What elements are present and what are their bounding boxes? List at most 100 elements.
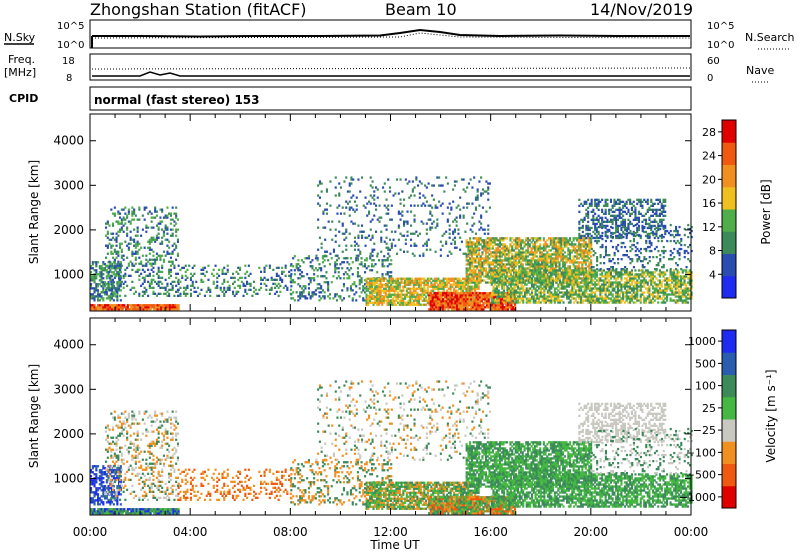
range-time-cell — [424, 242, 427, 245]
range-time-cell — [502, 297, 505, 300]
range-time-cell — [551, 237, 554, 240]
range-time-cell — [486, 243, 489, 246]
range-time-cell — [525, 291, 528, 294]
range-time-cell — [511, 287, 514, 290]
range-time-cell — [133, 244, 136, 247]
range-time-cell — [166, 244, 169, 247]
range-time-cell — [566, 285, 569, 288]
range-time-cell — [279, 276, 282, 279]
range-time-cell — [521, 241, 524, 244]
range-time-cell — [532, 295, 535, 298]
range-time-cell — [97, 293, 100, 296]
range-time-cell — [567, 253, 570, 256]
range-time-cell — [90, 308, 93, 311]
nsky-label: N.Sky — [4, 31, 36, 44]
range-time-cell — [542, 245, 545, 248]
range-time-cell — [490, 269, 493, 272]
range-time-cell — [548, 261, 551, 264]
range-time-cell — [320, 246, 323, 249]
range-time-cell — [138, 208, 141, 211]
range-time-cell — [349, 287, 352, 290]
range-time-cell — [90, 271, 93, 274]
range-time-cell — [536, 295, 539, 298]
range-time-cell — [126, 214, 129, 217]
range-time-cell — [327, 259, 330, 262]
range-time-cell — [534, 283, 537, 286]
range-time-cell — [484, 239, 487, 242]
range-time-cell — [357, 178, 360, 181]
range-time-cell — [90, 306, 93, 309]
range-time-cell — [536, 297, 539, 300]
range-time-cell — [426, 281, 429, 284]
range-time-cell — [549, 265, 552, 268]
range-time-cell — [560, 241, 563, 244]
range-time-cell — [485, 296, 488, 299]
range-time-cell — [522, 299, 525, 302]
range-time-cell — [555, 277, 558, 280]
range-time-cell — [466, 186, 469, 189]
range-time-cell — [124, 280, 127, 283]
range-time-cell — [527, 289, 530, 292]
range-time-cell — [385, 273, 388, 276]
range-time-cell — [471, 230, 474, 233]
range-time-cell — [562, 255, 565, 258]
range-time-cell — [348, 263, 351, 266]
range-time-cell — [580, 293, 583, 296]
range-time-cell — [555, 269, 558, 272]
range-time-cell — [530, 259, 533, 262]
range-time-cell — [401, 190, 404, 193]
range-time-cell — [527, 261, 530, 264]
range-time-cell — [293, 299, 296, 302]
range-time-cell — [316, 283, 319, 286]
range-time-cell — [400, 299, 403, 302]
range-time-cell — [560, 275, 563, 278]
range-time-cell — [379, 299, 382, 302]
range-time-cell — [499, 275, 502, 278]
range-time-cell — [578, 291, 581, 294]
range-time-cell — [361, 236, 364, 239]
range-time-cell — [118, 304, 121, 307]
range-time-cell — [98, 273, 101, 276]
range-time-cell — [226, 286, 229, 289]
range-time-cell — [235, 290, 238, 293]
range-time-cell — [324, 250, 327, 253]
range-time-cell — [346, 257, 349, 260]
range-time-cell — [152, 270, 155, 273]
range-time-cell — [583, 259, 586, 262]
range-time-cell — [365, 299, 368, 302]
range-time-cell — [390, 242, 393, 245]
range-time-cell — [498, 237, 501, 240]
range-time-cell — [370, 287, 373, 290]
range-time-cell — [148, 238, 151, 241]
range-time-cell — [513, 267, 516, 270]
range-time-cell — [534, 259, 537, 262]
range-time-cell — [585, 287, 588, 290]
range-time-cell — [491, 271, 494, 274]
range-time-cell — [475, 296, 478, 299]
range-time-cell — [468, 279, 471, 282]
range-time-cell — [338, 194, 341, 197]
range-time-cell — [534, 247, 537, 250]
range-time-cell — [111, 291, 114, 294]
range-time-cell — [576, 269, 579, 272]
range-time-cell — [297, 259, 300, 262]
range-time-cell — [465, 281, 468, 284]
range-time-cell — [413, 204, 416, 207]
range-time-cell — [470, 257, 473, 260]
range-time-cell — [544, 253, 547, 256]
range-time-cell — [580, 287, 583, 290]
range-time-cell — [162, 232, 165, 235]
range-time-cell — [467, 281, 470, 284]
range-time-cell — [300, 275, 303, 278]
range-time-cell — [403, 224, 406, 227]
range-time-cell — [364, 206, 367, 209]
range-time-cell — [126, 234, 129, 237]
range-time-cell — [579, 249, 582, 252]
range-time-cell — [543, 281, 546, 284]
range-time-cell — [453, 180, 456, 183]
range-time-cell — [544, 259, 547, 262]
range-time-cell — [525, 239, 528, 242]
range-time-cell — [450, 206, 453, 209]
range-time-cell — [317, 202, 320, 205]
range-time-cell — [137, 306, 140, 309]
